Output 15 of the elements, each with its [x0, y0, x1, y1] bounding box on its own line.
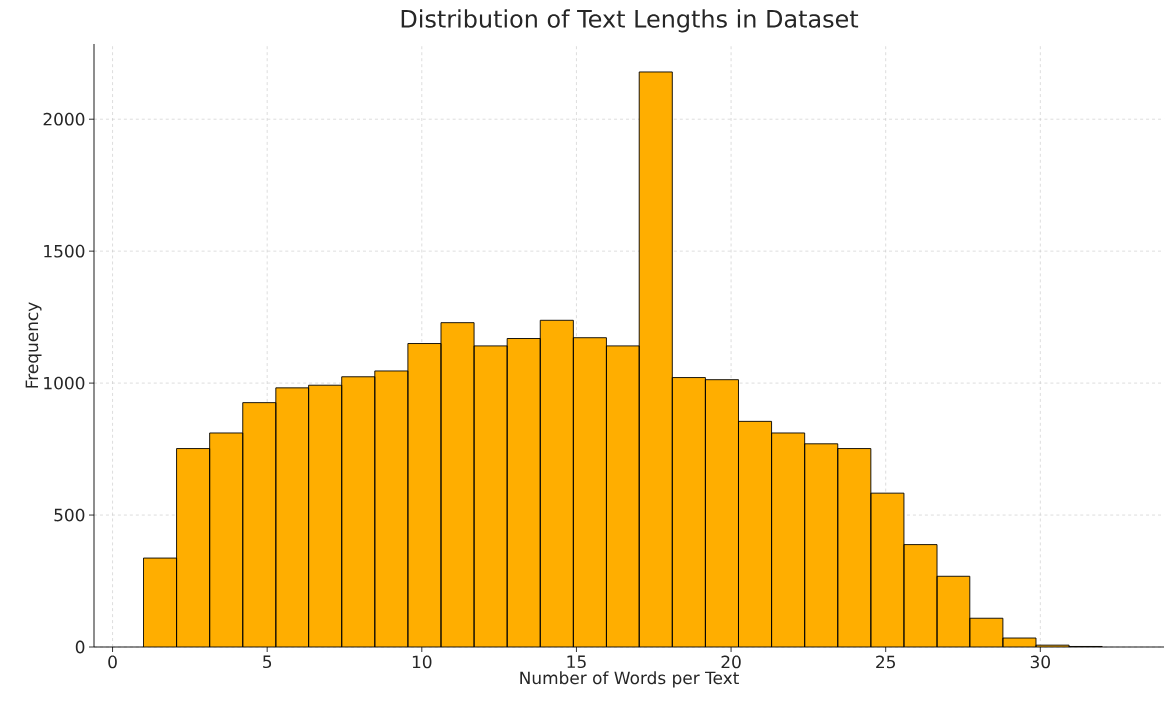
x-tick-label: 0 — [108, 655, 117, 669]
x-tick-label: 20 — [721, 655, 741, 669]
y-axis-title: Frequency — [25, 302, 42, 388]
x-tick-label: 5 — [263, 655, 272, 669]
y-tick-label: 500 — [54, 508, 85, 522]
y-tick-label: 0 — [75, 640, 85, 654]
x-tick-label: 10 — [412, 655, 432, 669]
chart-title: Distribution of Text Lengths in Dataset — [401, 9, 859, 33]
y-tick-label: 1500 — [44, 244, 85, 258]
y-tick-label: 1000 — [44, 376, 85, 390]
x-tick-label: 25 — [876, 655, 895, 669]
x-tick-label: 15 — [567, 655, 586, 669]
x-tick-label: 30 — [1030, 655, 1050, 669]
x-axis-title: Number of Words per Text — [520, 671, 739, 688]
y-tick-label: 2000 — [43, 112, 85, 126]
